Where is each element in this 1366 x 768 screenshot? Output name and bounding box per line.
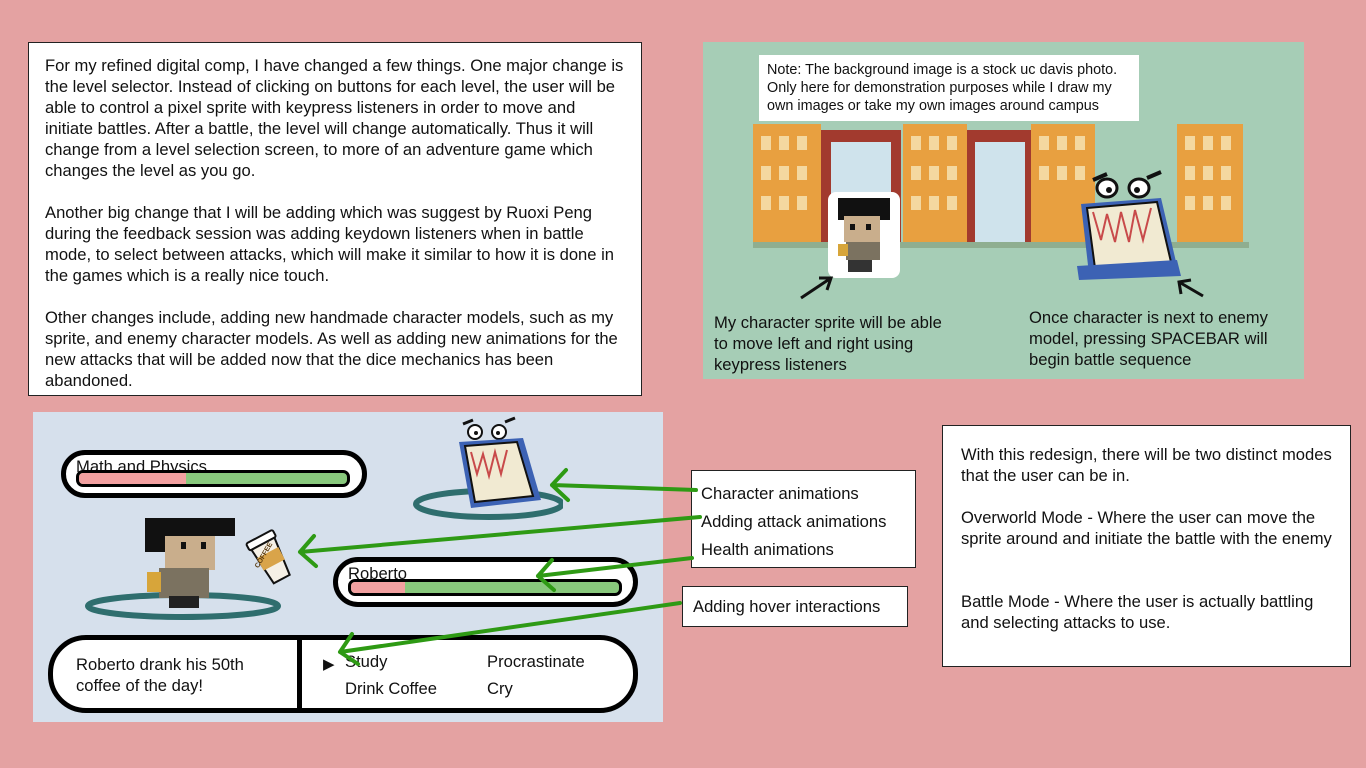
sprite-movement-caption: My character sprite will be able to move…: [714, 313, 942, 374]
enemy-health-bar: [76, 470, 350, 487]
attack-option-procrastinate[interactable]: Procrastinate: [487, 652, 585, 671]
battle-dialog-box: Roberto drank his 50th coffee of the day…: [48, 635, 638, 713]
player-health-lost: [351, 582, 405, 593]
redesign-summary-box: With this redesign, there will be two di…: [942, 425, 1351, 667]
player-sprite-overworld: [828, 192, 900, 278]
enemy-book-sprite-battle: [413, 416, 563, 520]
battle-mockup: Math and Physics COFFEE Roberto: [33, 412, 663, 722]
intro-paragraph: Another big change that I will be adding…: [45, 203, 615, 285]
battle-start-caption: Once character is next to enemy model, p…: [1029, 308, 1268, 369]
intro-paragraph: Other changes include, adding new handma…: [45, 308, 618, 390]
overworld-arrows: [800, 276, 1204, 300]
callout-attack-animations: Adding attack animations: [701, 512, 887, 531]
attack-cursor-icon: ▶: [323, 656, 335, 673]
attack-option-cry[interactable]: Cry: [487, 679, 513, 698]
dialog-divider: [297, 640, 302, 708]
attack-option-study[interactable]: Study: [345, 652, 388, 671]
animation-callout-box: Character animations Adding attack anima…: [691, 470, 916, 568]
callout-character-animations: Character animations: [701, 484, 859, 503]
summary-paragraph: With this redesign, there will be two di…: [961, 445, 1332, 485]
callout-hover-interactions: Adding hover interactions: [693, 597, 881, 616]
player-sprite-battle: [85, 518, 281, 620]
enemy-health-hud: Math and Physics: [61, 450, 367, 498]
coffee-cup-icon: [245, 529, 291, 585]
hover-callout-box: Adding hover interactions: [682, 586, 908, 627]
attack-option-drink-coffee[interactable]: Drink Coffee: [345, 679, 437, 698]
battle-dialog-text: Roberto drank his 50th coffee of the day…: [76, 655, 244, 695]
campus-building-image: [753, 122, 1249, 248]
intro-paragraph: For my refined digital comp, I have chan…: [45, 56, 624, 180]
intro-text-box: For my refined digital comp, I have chan…: [28, 42, 642, 396]
enemy-health-lost: [79, 473, 187, 484]
callout-health-animations: Health animations: [701, 540, 834, 559]
player-health-bar: [348, 579, 622, 596]
summary-paragraph: Battle Mode - Where the user is actually…: [961, 592, 1314, 632]
building-wing-left: [753, 124, 1243, 248]
background-image-note: Note: The background image is a stock uc…: [759, 55, 1139, 121]
building-windows: [761, 136, 1231, 210]
summary-paragraph: Overworld Mode - Where the user can move…: [961, 508, 1332, 548]
player-name: Roberto: [348, 564, 408, 583]
player-health-hud: Roberto: [333, 557, 638, 607]
enemy-book-sprite-overworld: [1077, 170, 1181, 280]
overworld-mockup: Note: The background image is a stock uc…: [703, 42, 1304, 379]
